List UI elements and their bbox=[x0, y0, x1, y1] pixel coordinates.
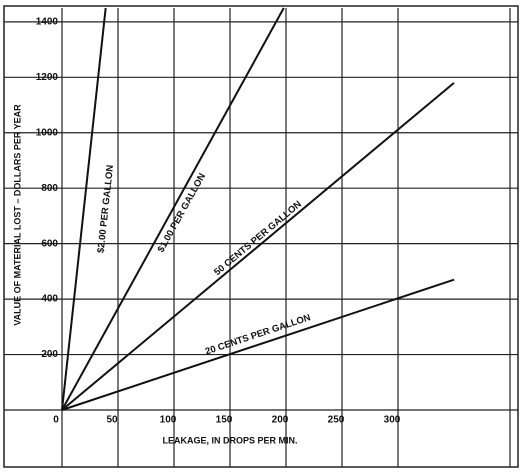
line-label: $1.00 PER GALLON bbox=[156, 171, 209, 254]
y-tick-label: 1200 bbox=[36, 72, 59, 83]
x-tick-label: 200 bbox=[272, 415, 289, 426]
frame bbox=[3, 5, 519, 468]
line bbox=[61, 82, 455, 411]
y-tick-label: 1000 bbox=[36, 127, 59, 138]
line-label: 20 CENTS PER GALLON bbox=[204, 312, 312, 357]
line-label: $2.00 PER GALLON bbox=[96, 164, 117, 253]
line-label: 50 CENTS PER GALLON bbox=[212, 199, 304, 278]
x-tick-label: 300 bbox=[384, 415, 401, 426]
x-tick-label: 50 bbox=[106, 415, 118, 426]
y-tick-label: 400 bbox=[41, 294, 58, 305]
x-tick-label: 0 bbox=[53, 415, 59, 426]
y-tick-label: 600 bbox=[41, 238, 58, 249]
x-tick-label: 100 bbox=[160, 415, 177, 426]
y-tick-label: 200 bbox=[41, 349, 58, 360]
line bbox=[61, 7, 285, 411]
line bbox=[61, 278, 455, 411]
y-tick-label: 800 bbox=[41, 183, 58, 194]
y-axis-title: VALUE OF MATERIAL LOST – DOLLARS PER YEA… bbox=[12, 104, 22, 326]
line bbox=[61, 7, 107, 411]
x-tick-label: 150 bbox=[216, 415, 233, 426]
y-tick-label: 1400 bbox=[36, 17, 59, 28]
x-tick-label: 250 bbox=[328, 415, 345, 426]
